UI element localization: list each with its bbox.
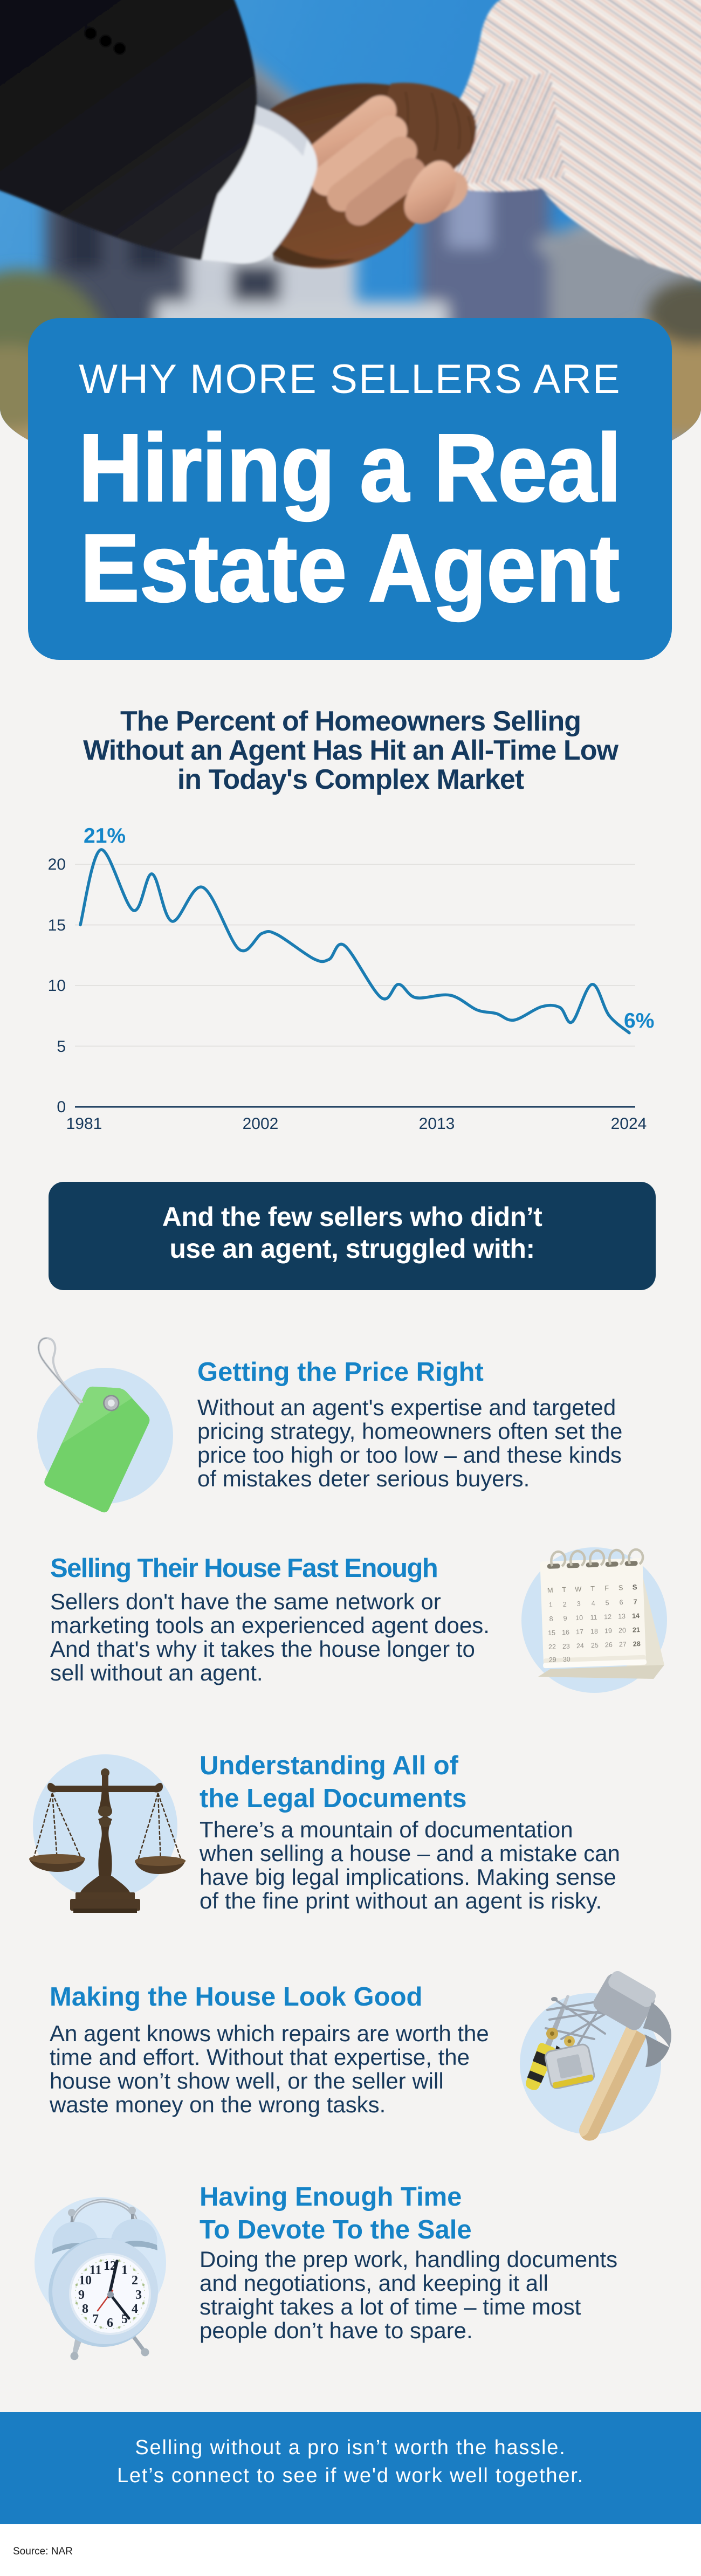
svg-text:26: 26 <box>605 1641 613 1649</box>
svg-text:13: 13 <box>618 1613 626 1620</box>
svg-text:11: 11 <box>590 1614 597 1621</box>
svg-text:8: 8 <box>82 2302 88 2316</box>
svg-text:20: 20 <box>48 856 66 873</box>
svg-text:23: 23 <box>562 1643 570 1650</box>
svg-text:15: 15 <box>548 1629 555 1636</box>
svg-text:F: F <box>604 1584 609 1592</box>
svg-text:27: 27 <box>619 1641 627 1648</box>
svg-text:25: 25 <box>591 1642 599 1649</box>
svg-text:2024: 2024 <box>611 1115 647 1133</box>
svg-text:1981: 1981 <box>66 1115 102 1133</box>
svg-text:2: 2 <box>132 2274 138 2288</box>
svg-text:W: W <box>575 1585 582 1593</box>
svg-text:9: 9 <box>78 2288 85 2302</box>
svg-text:14: 14 <box>632 1612 640 1620</box>
svg-text:10: 10 <box>575 1614 583 1622</box>
svg-text:20: 20 <box>618 1627 626 1634</box>
svg-text:10: 10 <box>48 977 66 995</box>
svg-text:6: 6 <box>619 1599 623 1606</box>
svg-text:7: 7 <box>92 2312 99 2326</box>
svg-text:3: 3 <box>576 1600 580 1608</box>
svg-text:T: T <box>590 1585 595 1593</box>
svg-text:M: M <box>547 1586 553 1594</box>
svg-text:10: 10 <box>79 2274 92 2288</box>
svg-text:7: 7 <box>633 1598 637 1606</box>
svg-text:2: 2 <box>562 1601 566 1608</box>
svg-text:16: 16 <box>562 1629 569 1636</box>
svg-text:11: 11 <box>90 2263 102 2277</box>
svg-text:2013: 2013 <box>419 1115 455 1133</box>
svg-text:2002: 2002 <box>243 1115 279 1133</box>
svg-text:4: 4 <box>591 1600 595 1607</box>
svg-text:S: S <box>633 1583 638 1591</box>
svg-text:28: 28 <box>633 1640 641 1648</box>
svg-text:18: 18 <box>590 1628 598 1635</box>
svg-text:19: 19 <box>604 1627 612 1635</box>
svg-text:6: 6 <box>107 2316 113 2330</box>
svg-text:1: 1 <box>121 2263 128 2277</box>
svg-text:T: T <box>562 1586 567 1594</box>
svg-text:21%: 21% <box>84 824 126 848</box>
svg-text:8: 8 <box>549 1615 553 1623</box>
svg-text:S: S <box>618 1583 624 1592</box>
svg-text:12: 12 <box>604 1613 611 1621</box>
svg-text:4: 4 <box>132 2302 138 2316</box>
svg-text:30: 30 <box>563 1656 571 1663</box>
svg-text:9: 9 <box>563 1615 567 1622</box>
svg-text:5: 5 <box>605 1599 609 1607</box>
svg-text:24: 24 <box>576 1642 584 1650</box>
svg-text:21: 21 <box>633 1626 640 1634</box>
svg-text:6%: 6% <box>624 1009 654 1032</box>
svg-text:17: 17 <box>576 1628 583 1636</box>
svg-text:3: 3 <box>135 2288 142 2302</box>
svg-text:1: 1 <box>548 1601 552 1609</box>
svg-text:15: 15 <box>48 917 66 934</box>
svg-text:0: 0 <box>57 1098 66 1116</box>
svg-text:29: 29 <box>549 1656 556 1663</box>
svg-text:5: 5 <box>57 1038 66 1056</box>
svg-text:22: 22 <box>548 1643 556 1650</box>
